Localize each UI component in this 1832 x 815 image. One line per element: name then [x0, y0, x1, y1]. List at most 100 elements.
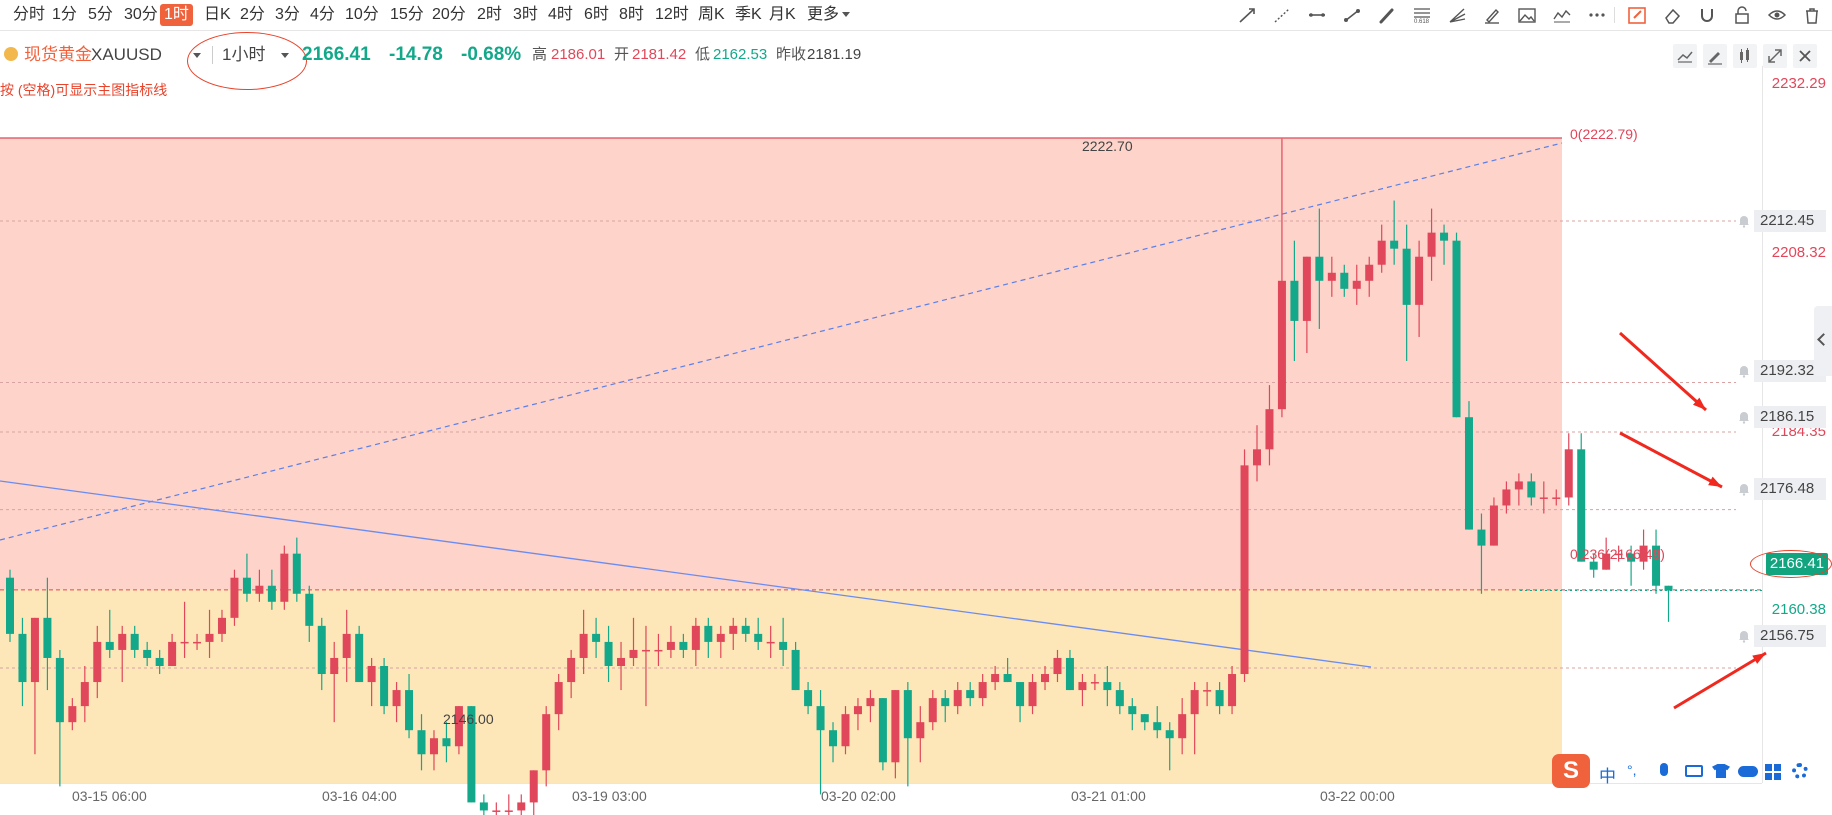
- timeframe-9[interactable]: 10分: [345, 6, 379, 23]
- candle-body: [542, 714, 551, 771]
- highlighter-icon[interactable]: [1482, 6, 1502, 24]
- indicator-toggle-button[interactable]: [1673, 44, 1697, 68]
- dashed-ray-icon[interactable]: [1272, 6, 1292, 24]
- candle-body: [704, 625, 713, 642]
- annotation-arrow-head: [1692, 397, 1706, 410]
- instrument-name[interactable]: 现货黄金: [24, 45, 92, 64]
- candle-body: [1253, 449, 1261, 466]
- timeframe-7[interactable]: 3分: [275, 6, 300, 23]
- fullscreen-button[interactable]: [1763, 44, 1787, 68]
- open-label: 开: [614, 46, 630, 63]
- timeframe-21[interactable]: 更多: [807, 6, 840, 23]
- candle-body: [916, 722, 925, 739]
- keyboard-icon[interactable]: [1685, 765, 1703, 777]
- price-tag-2192[interactable]: 2192.32: [1754, 360, 1826, 382]
- candle-body: [1190, 690, 1199, 715]
- trash-icon[interactable]: [1802, 6, 1822, 24]
- timeframe-2[interactable]: 5分: [88, 6, 113, 23]
- lock-icon[interactable]: [1732, 6, 1752, 24]
- candle-body: [716, 633, 725, 642]
- instrument-symbol[interactable]: XAUUSD: [91, 45, 162, 64]
- low-value: 2162.53: [713, 46, 768, 63]
- skin-shirt-icon[interactable]: [1712, 764, 1730, 778]
- candle-body: [641, 649, 650, 652]
- candle-body: [392, 690, 401, 707]
- timeframe-1[interactable]: 1分: [52, 6, 77, 23]
- timeframe-19[interactable]: 季K: [735, 6, 762, 23]
- candle-body: [1639, 545, 1648, 562]
- candle-body: [1589, 561, 1598, 570]
- brush-icon[interactable]: [1377, 6, 1397, 24]
- candle-body: [1103, 682, 1112, 691]
- sogou-logo-icon[interactable]: S: [1552, 754, 1590, 788]
- price-tag-2176[interactable]: 2176.48: [1754, 478, 1826, 500]
- side-panel-collapse-handle[interactable]: [1814, 306, 1832, 376]
- timeframe-11[interactable]: 20分: [432, 6, 466, 23]
- price-tag-2156[interactable]: 2156.75: [1754, 625, 1826, 647]
- chart-style-button[interactable]: [1733, 44, 1757, 68]
- alert-bell-icon[interactable]: [1736, 628, 1752, 644]
- fan-icon[interactable]: [1447, 6, 1467, 24]
- drawing-mode-icon[interactable]: [1627, 6, 1647, 24]
- grid-menu-icon[interactable]: [1765, 764, 1781, 780]
- candle-body: [529, 770, 538, 803]
- timeframe-20[interactable]: 月K: [769, 6, 796, 23]
- horizontal-line-icon[interactable]: [1307, 6, 1327, 24]
- microphone-icon[interactable]: [1660, 763, 1668, 776]
- settings-gear-icon[interactable]: [1792, 763, 1808, 779]
- ime-lang-toggle[interactable]: 中: [1599, 767, 1616, 786]
- timeframe-18[interactable]: 周K: [698, 6, 725, 23]
- eraser-icon[interactable]: [1662, 6, 1682, 24]
- timeframe-13[interactable]: 3时: [513, 6, 538, 23]
- close-chart-button[interactable]: [1793, 44, 1817, 68]
- timeframe-3[interactable]: 30分: [124, 6, 158, 23]
- trend-line-icon[interactable]: [1237, 6, 1257, 24]
- more-dots-icon[interactable]: [1587, 6, 1607, 24]
- segment-icon[interactable]: [1342, 6, 1362, 24]
- candle-body: [1452, 240, 1461, 418]
- price-tag-2186[interactable]: 2186.15: [1754, 406, 1826, 428]
- candle-body: [1627, 553, 1636, 562]
- candle-body: [1652, 545, 1661, 586]
- candle-body: [1552, 497, 1561, 499]
- draw-toggle-button[interactable]: [1703, 44, 1727, 68]
- candle-body: [1065, 657, 1074, 691]
- alert-bell-icon[interactable]: [1736, 409, 1752, 425]
- timeframe-16[interactable]: 8时: [619, 6, 644, 23]
- alert-bell-icon[interactable]: [1736, 481, 1752, 497]
- more-dropdown-icon[interactable]: [842, 12, 850, 17]
- price-tag-2212[interactable]: 2212.45: [1754, 210, 1826, 232]
- candle-body: [1115, 690, 1124, 707]
- candle-body: [1228, 674, 1237, 707]
- timeframe-17[interactable]: 12时: [655, 6, 689, 23]
- timeframe-4[interactable]: 1时: [160, 4, 193, 26]
- timeframe-12[interactable]: 2时: [477, 6, 502, 23]
- candle-body: [267, 585, 276, 602]
- candle-body: [55, 657, 64, 723]
- gamepad-icon[interactable]: [1738, 766, 1758, 777]
- magnet-icon[interactable]: [1697, 6, 1717, 24]
- timeframe-8[interactable]: 4分: [310, 6, 335, 23]
- timeframe-0[interactable]: 分时: [13, 6, 46, 23]
- eye-icon[interactable]: [1767, 6, 1787, 24]
- candle-body: [991, 674, 1000, 683]
- image-icon[interactable]: [1517, 6, 1537, 24]
- timeframe-6[interactable]: 2分: [240, 6, 265, 23]
- timeframe-10[interactable]: 15分: [390, 6, 424, 23]
- alert-bell-icon[interactable]: [1736, 363, 1752, 379]
- pattern-icon[interactable]: [1552, 6, 1572, 24]
- candle-body: [1527, 481, 1536, 498]
- candle-body: [1128, 706, 1137, 715]
- alert-bell-icon[interactable]: [1736, 213, 1752, 229]
- timeframe-5[interactable]: 日K: [204, 6, 231, 23]
- candle-body: [1003, 674, 1012, 683]
- fibonacci-icon[interactable]: 0.618: [1412, 6, 1432, 24]
- candle-body: [1664, 585, 1673, 591]
- candle-body: [729, 625, 738, 634]
- timeframe-14[interactable]: 4时: [548, 6, 573, 23]
- timeframe-15[interactable]: 6时: [584, 6, 609, 23]
- annotation-arrow: [1673, 651, 1767, 710]
- open-value: 2181.42: [632, 46, 687, 63]
- ime-punct-toggle[interactable]: °,: [1627, 762, 1637, 778]
